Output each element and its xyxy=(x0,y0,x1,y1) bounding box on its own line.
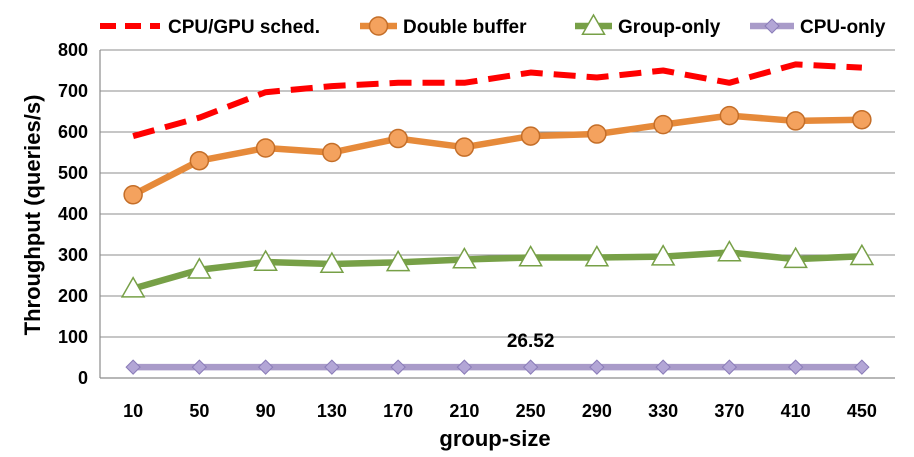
x-tick-label: 410 xyxy=(781,401,811,421)
data-point xyxy=(257,359,274,375)
y-tick-label: 400 xyxy=(58,204,88,224)
data-point xyxy=(385,249,411,272)
series-line xyxy=(132,61,863,139)
data-point xyxy=(584,244,610,267)
legend-marker xyxy=(368,16,389,36)
data-point xyxy=(518,244,543,267)
y-tick-label: 600 xyxy=(58,122,88,142)
x-tick-label: 290 xyxy=(582,401,612,421)
data-point xyxy=(191,359,208,375)
legend-label: CPU/GPU sched. xyxy=(168,17,320,38)
y-tick-label: 500 xyxy=(58,163,88,183)
data-point xyxy=(522,359,539,375)
series-line xyxy=(129,112,866,198)
data-point xyxy=(787,359,804,375)
series-group-only xyxy=(120,240,875,298)
x-tick-label: 250 xyxy=(516,401,546,421)
legend-label: Group-only xyxy=(618,17,721,38)
x-tick-label: 10 xyxy=(123,401,143,421)
x-tick-label: 330 xyxy=(648,401,678,421)
legend-item: Group-only xyxy=(575,13,721,38)
x-tick-label: 210 xyxy=(449,401,479,421)
y-tick-label: 800 xyxy=(58,40,88,60)
data-point xyxy=(454,137,475,157)
legend-marker xyxy=(581,13,606,35)
y-tick-label: 200 xyxy=(58,286,88,306)
data-point xyxy=(721,359,738,375)
data-point xyxy=(587,124,607,144)
data-point xyxy=(255,138,276,158)
data-point xyxy=(852,109,872,130)
y-tick-label: 0 xyxy=(78,368,88,388)
axes xyxy=(99,50,895,379)
data-point xyxy=(650,244,676,266)
data-point xyxy=(120,276,146,298)
legend-label: Double buffer xyxy=(403,17,527,38)
data-point xyxy=(849,243,875,266)
data-point xyxy=(322,142,342,163)
data-point xyxy=(125,359,141,375)
gridlines xyxy=(100,49,895,338)
series-lines xyxy=(120,61,875,375)
y-axis-title: Throughput (queries/s) xyxy=(20,95,45,336)
series-cpu-gpu-sched- xyxy=(132,61,863,139)
data-point xyxy=(456,359,473,375)
legend-item: CPU/GPU sched. xyxy=(100,17,320,38)
data-point xyxy=(253,249,278,271)
data-point xyxy=(452,246,477,269)
series-line xyxy=(129,249,866,292)
x-tick-label: 50 xyxy=(189,401,209,421)
data-point xyxy=(717,240,742,262)
data-point xyxy=(390,359,406,375)
series-cpu-only xyxy=(125,359,870,375)
data-point xyxy=(589,359,605,375)
y-tick-label: 100 xyxy=(58,327,88,347)
data-point xyxy=(324,359,340,375)
legend-item: Double buffer xyxy=(360,16,527,38)
x-tick-label: 370 xyxy=(714,401,744,421)
data-point xyxy=(189,150,210,171)
x-tick-label: 170 xyxy=(383,401,413,421)
data-point xyxy=(655,359,671,375)
data-point xyxy=(520,126,541,146)
data-point xyxy=(785,111,806,131)
legend-item: CPU-only xyxy=(750,17,886,38)
x-tick-label: 130 xyxy=(317,401,347,421)
legend-marker xyxy=(764,18,780,34)
x-tick-label: 450 xyxy=(847,401,877,421)
data-point xyxy=(719,105,740,126)
x-tick-label: 90 xyxy=(256,401,276,421)
data-label: 26.52 xyxy=(507,331,555,352)
y-tick-label: 300 xyxy=(58,245,88,265)
tick-labels: 0 100 200 300 400 500 600 700 800 10 50 90 130 170 210… xyxy=(58,40,877,421)
data-point xyxy=(854,359,870,375)
data-point xyxy=(388,128,408,149)
data-point xyxy=(123,184,143,205)
data-point xyxy=(187,257,212,279)
data-point xyxy=(653,114,673,135)
x-axis-title: group-size xyxy=(439,426,550,451)
y-tick-label: 700 xyxy=(58,81,88,101)
series-double-buffer xyxy=(123,105,872,205)
annotations: 26.52 xyxy=(507,331,555,352)
data-point xyxy=(783,246,808,269)
legend: CPU/GPU sched. Double buffer Group-only CPU… xyxy=(100,13,886,38)
data-point xyxy=(319,251,345,274)
legend-label: CPU-only xyxy=(800,17,886,38)
